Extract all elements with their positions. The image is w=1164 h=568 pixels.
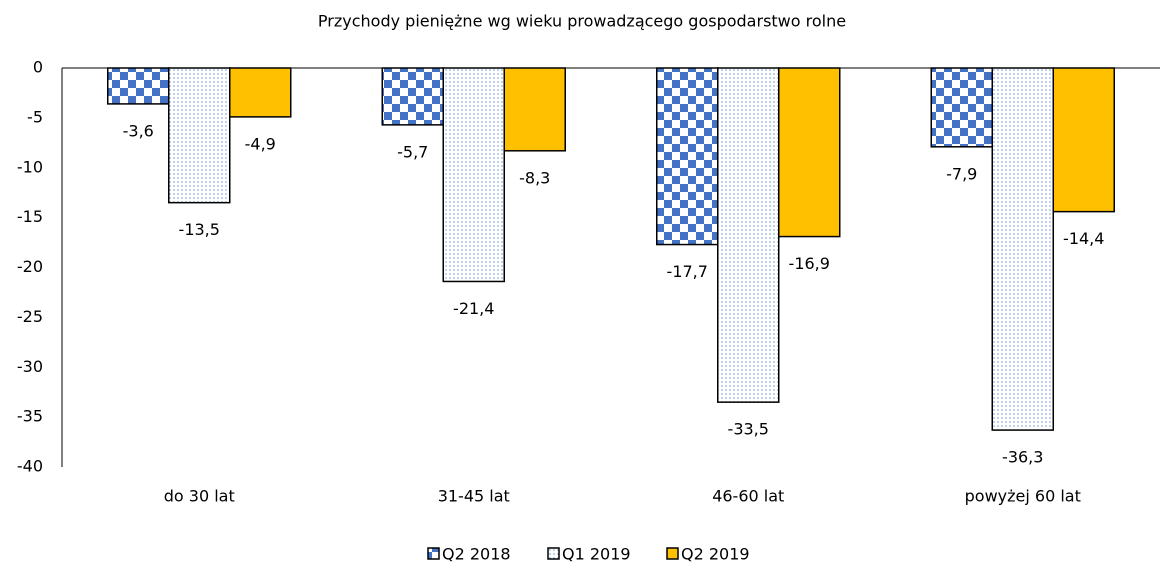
y-tick-label: -35: [17, 407, 43, 426]
y-tick-label: 0: [33, 58, 43, 77]
x-tick-label: powyżej 60 lat: [965, 487, 1081, 506]
value-label: -36,3: [1002, 448, 1043, 467]
bar: [930, 67, 993, 148]
value-label: -3,6: [123, 121, 154, 140]
chart-title: Przychody pieniężne wg wieku prowadząceg…: [318, 12, 846, 31]
bar: [656, 67, 719, 246]
value-label: -16,9: [789, 254, 830, 273]
value-label: -21,4: [453, 299, 494, 318]
bar: [168, 67, 231, 204]
value-label: -4,9: [245, 134, 276, 153]
x-tick-label: do 30 lat: [164, 487, 235, 506]
value-label: -33,5: [728, 420, 769, 439]
legend-swatch: [666, 547, 679, 560]
bar: [442, 67, 505, 283]
bar: [503, 67, 566, 152]
y-tick-label: -20: [17, 257, 43, 276]
value-label: -5,7: [397, 142, 428, 161]
y-tick-label: -40: [17, 457, 43, 476]
legend-label: Q2 2019: [681, 545, 750, 564]
y-tick-label: -25: [17, 307, 43, 326]
y-tick-label: -5: [27, 107, 43, 126]
bar: [1052, 67, 1115, 213]
bar: [381, 67, 444, 126]
y-tick-label: -10: [17, 157, 43, 176]
bar: [107, 67, 170, 105]
value-label: -13,5: [179, 220, 220, 239]
legend-swatch: [427, 547, 440, 560]
bar: [717, 67, 780, 403]
legend-label: Q1 2019: [562, 545, 631, 564]
bar: [991, 67, 1054, 431]
value-label: -17,7: [667, 262, 708, 281]
legend-swatch: [547, 547, 560, 560]
bar: [229, 67, 292, 118]
y-tick-label: -30: [17, 357, 43, 376]
x-tick-label: 46-60 lat: [712, 487, 784, 506]
value-label: -14,4: [1063, 229, 1104, 248]
x-tick-label: 31-45 lat: [438, 487, 510, 506]
y-tick-label: -15: [17, 207, 43, 226]
bar: [778, 67, 841, 238]
legend-label: Q2 2018: [442, 545, 511, 564]
value-label: -8,3: [519, 168, 550, 187]
value-label: -7,9: [946, 164, 977, 183]
